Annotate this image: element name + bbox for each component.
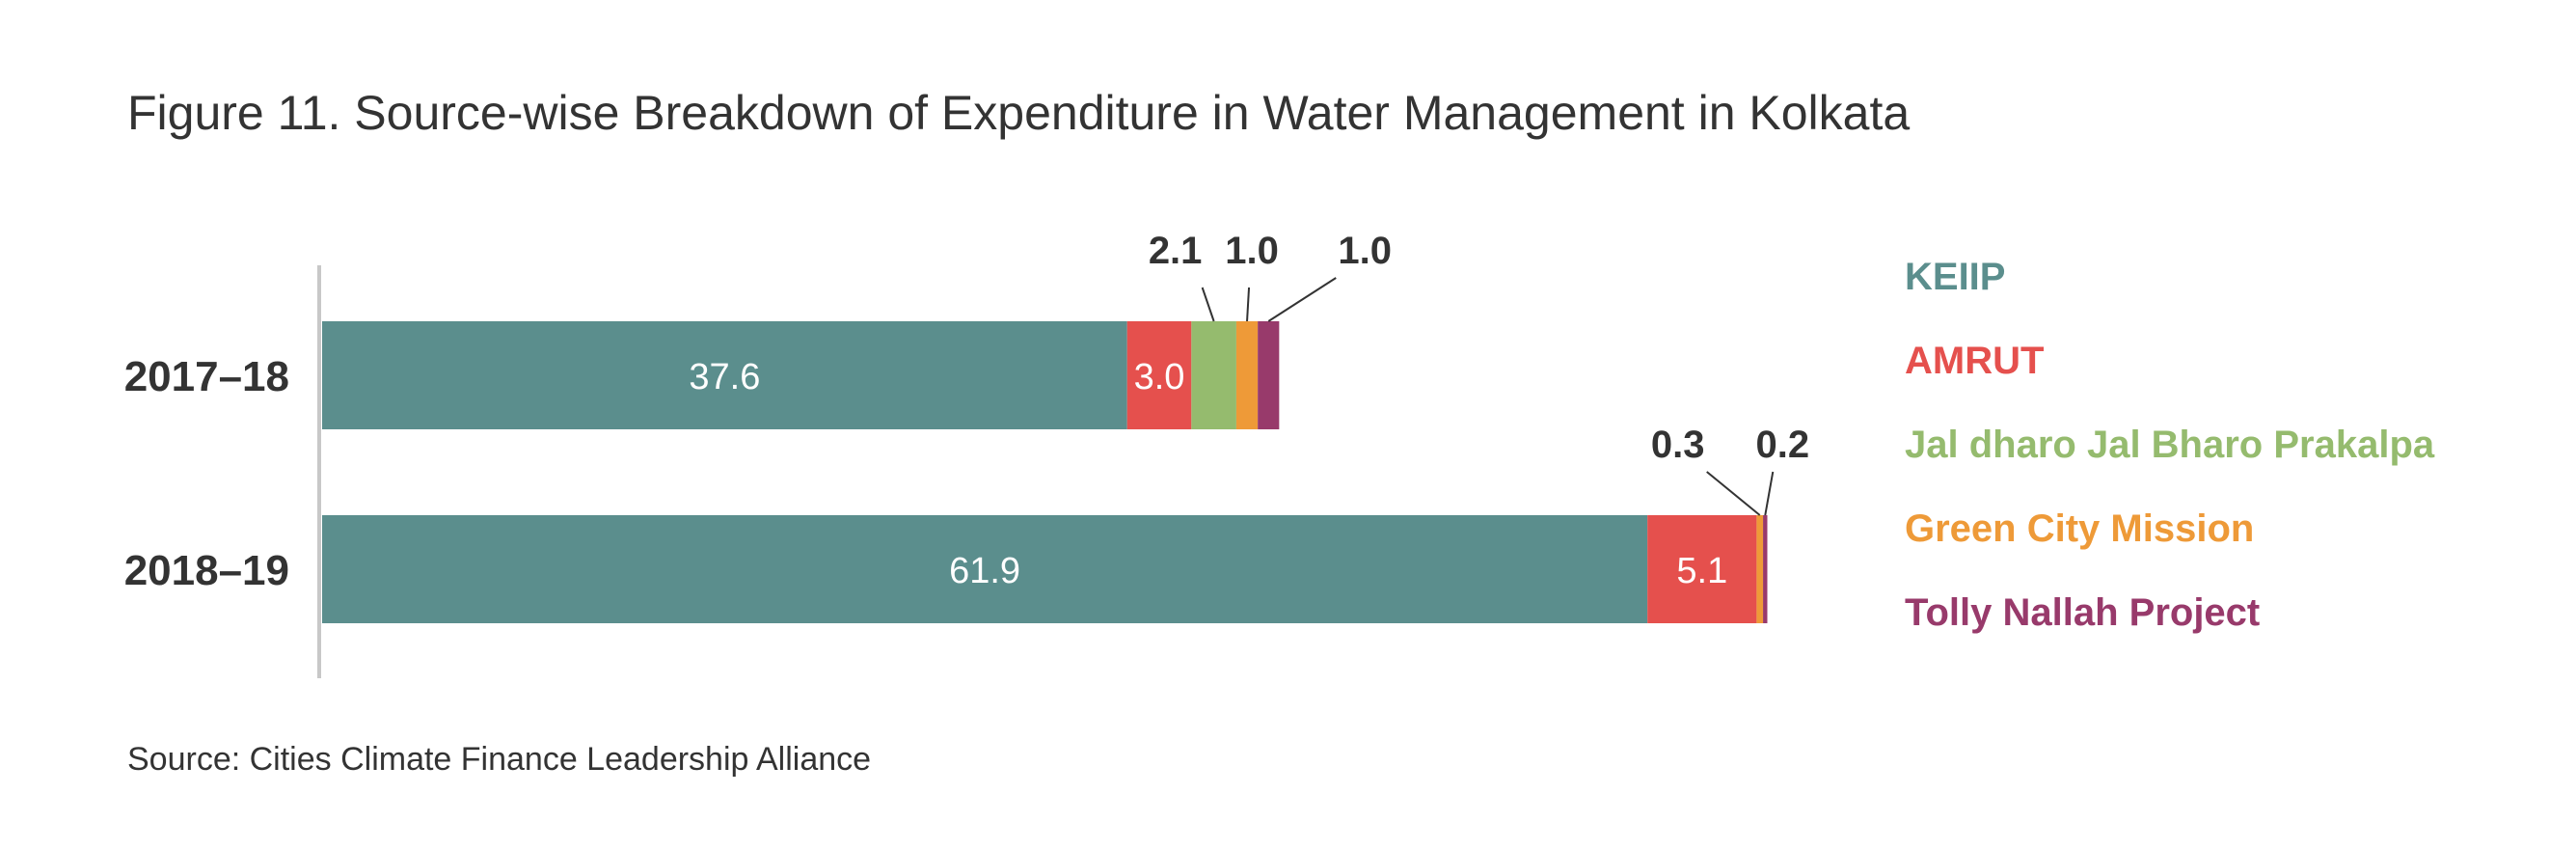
bar-amrut-1 — [1647, 515, 1757, 623]
bar-keiip-1 — [322, 515, 1648, 623]
source-note: Source: Cities Climate Finance Leadershi… — [127, 741, 872, 778]
callout-line-green-city-mission-1 — [1706, 471, 1761, 516]
data-label-green-city-mission-1: 0.3 — [1651, 424, 1705, 466]
legend-item-green-city-mission: Green City Mission — [1905, 507, 2254, 550]
data-label-jal-dharo-jal-bharo-prakalpa-0: 2.1 — [1149, 230, 1203, 272]
bar-amrut-0 — [1126, 321, 1192, 429]
data-label-tolly-nallah-project-0: 1.0 — [1338, 230, 1392, 272]
bar-tolly-nallah-project-1 — [1763, 515, 1768, 623]
data-label-amrut-0: 3.0 — [1134, 357, 1185, 397]
bar-keiip-0 — [322, 321, 1127, 429]
bar-green-city-mission-1 — [1756, 515, 1764, 623]
data-label-green-city-mission-0: 1.0 — [1225, 230, 1279, 272]
callout-line-tolly-nallah-project-1 — [1764, 471, 1775, 516]
data-label-keiip-0: 37.6 — [689, 357, 760, 397]
chart-title: Figure 11. Source-wise Breakdown of Expe… — [127, 86, 1911, 140]
legend-item-amrut: AMRUT — [1905, 340, 2044, 382]
bar-green-city-mission-0 — [1235, 321, 1259, 429]
callout-line-green-city-mission-0 — [1246, 287, 1251, 322]
bars-group: 37.6 3.0 61.9 5.1 — [322, 321, 1768, 623]
legend: KEIIP AMRUT Jal dharo Jal Bharo Prakalpa Gr… — [1905, 256, 2435, 634]
legend-item-jal-dharo-jal-bharo-prakalpa: Jal dharo Jal Bharo Prakalpa — [1905, 424, 2435, 466]
category-label-1: 2018–19 — [124, 547, 289, 594]
category-label-0: 2017–18 — [124, 353, 289, 400]
data-label-tolly-nallah-project-1: 0.2 — [1755, 424, 1809, 466]
bar-tolly-nallah-project-0 — [1258, 321, 1280, 429]
callout-line-jal-dharo-jal-bharo-prakalpa-0 — [1201, 287, 1215, 322]
legend-item-keiip: KEIIP — [1905, 256, 2005, 298]
callout-labels: 2.1 1.0 1.0 0.3 0.2 — [1149, 230, 1809, 516]
data-label-amrut-1: 5.1 — [1676, 551, 1727, 591]
callout-line-tolly-nallah-project-0 — [1267, 277, 1337, 322]
data-label-keiip-1: 61.9 — [949, 551, 1020, 591]
bar-jal-dharo-jal-bharo-prakalpa-0 — [1191, 321, 1236, 429]
category-labels: 2017–18 2018–19 — [124, 353, 289, 594]
legend-item-tolly-nallah-project: Tolly Nallah Project — [1905, 591, 2260, 634]
